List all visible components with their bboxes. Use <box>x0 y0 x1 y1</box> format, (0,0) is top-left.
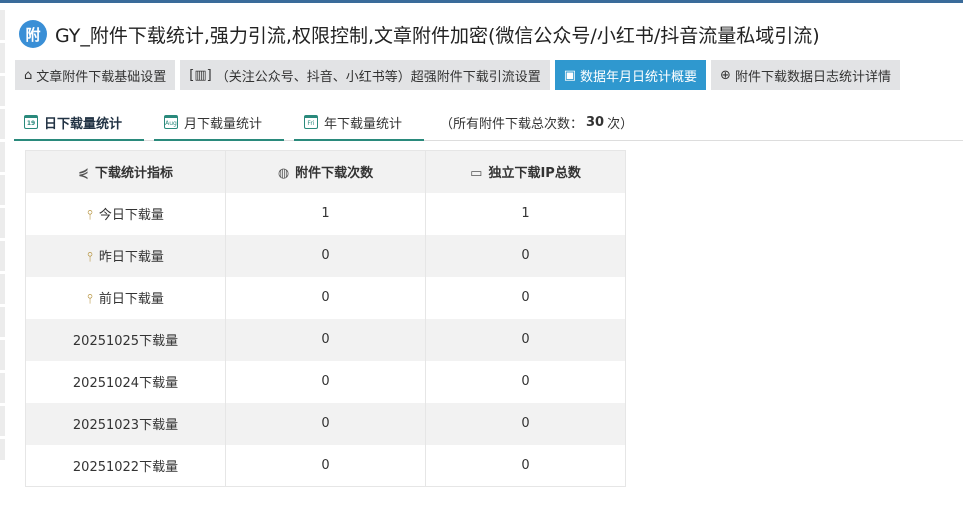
tab-daily[interactable]: 19 日下载量统计 <box>14 105 144 141</box>
calendar-year-icon: Fri <box>304 115 318 129</box>
download-count: 0 <box>321 416 330 431</box>
unique-ip-count: 0 <box>521 457 530 473</box>
tab-monthly[interactable]: Aug 月下载量统计 <box>154 105 284 141</box>
table-row: 20251022下载量 0 0 <box>25 444 626 487</box>
paperclip-icon: ⫯ <box>87 250 93 265</box>
unique-ip-count: 0 <box>521 416 530 431</box>
stats-table: ⋞ 下载统计指标 ◍ 附件下载次数 ▭ 独立下载IP总数 ⫯ 今日下载量 1 1 ⫯ 昨日下载量… <box>25 150 626 487</box>
paperclip-icon: ⫯ <box>87 292 93 307</box>
unique-ip-count: 0 <box>521 332 530 347</box>
metric-name: 20251023下载量 <box>72 418 179 433</box>
unique-ip-count: 0 <box>521 248 530 263</box>
table-row: 20251023下载量 0 0 <box>25 402 626 445</box>
share-icon: ⋞ <box>78 166 89 182</box>
nav-traffic-settings[interactable]: [▥] （关注公众号、抖音、小红书等）超强附件下载引流设置 <box>180 60 550 90</box>
calendar-day-icon: 19 <box>24 115 38 129</box>
total-downloads: （所有附件下载总次数： 30 次） <box>440 115 634 132</box>
metric-name: 前日下载量 <box>98 292 164 307</box>
page-title-text: GY_附件下载统计,强力引流,权限控制,文章附件加密(微信公众号/小红书/抖音流… <box>55 24 820 47</box>
nav-basic-settings[interactable]: ⌂ 文章附件下载基础设置 <box>15 60 176 90</box>
main-nav: ⌂ 文章附件下载基础设置 [▥] （关注公众号、抖音、小红书等）超强附件下载引流设置… <box>15 60 900 90</box>
home-icon: ⌂ <box>24 67 33 83</box>
table-row: 20251025下载量 0 0 <box>25 318 626 361</box>
table-row: ⫯ 今日下载量 1 1 <box>25 192 626 235</box>
table-header: ⋞ 下载统计指标 ◍ 附件下载次数 ▭ 独立下载IP总数 <box>25 150 626 193</box>
download-count: 0 <box>321 290 330 305</box>
download-count: 0 <box>321 332 330 347</box>
unique-ip-count: 0 <box>521 374 530 389</box>
plugin-logo: 附 <box>19 20 47 48</box>
download-count: 0 <box>321 457 330 473</box>
page-title: 附 GY_附件下载统计,强力引流,权限控制,文章附件加密(微信公众号/小红书/抖… <box>19 20 820 48</box>
download-count: 1 <box>321 206 330 221</box>
download-count: 0 <box>321 374 330 389</box>
unique-ip-count: 1 <box>521 206 530 221</box>
tab-yearly[interactable]: Fri 年下载量统计 <box>294 105 424 141</box>
paperclip-icon: ⫯ <box>87 208 93 223</box>
metric-name: 20251025下载量 <box>72 334 179 349</box>
nav-stats-overview[interactable]: ▣ 数据年月日统计概要 <box>554 60 707 90</box>
table-row: ⫯ 昨日下载量 0 0 <box>25 234 626 277</box>
unique-ip-count: 0 <box>521 290 530 305</box>
stats-tabs: 19 日下载量统计 Aug 月下载量统计 Fri 年下载量统计 （所有附件下载总次数：… <box>14 105 963 141</box>
metric-name: 今日下载量 <box>98 208 164 223</box>
download-count: 0 <box>321 248 330 263</box>
nav-log-details[interactable]: ⊕ 附件下载数据日志统计详情 <box>711 60 900 90</box>
top-bar <box>0 0 963 3</box>
monitor-icon: ▭ <box>470 166 483 182</box>
metric-name: 20251024下载量 <box>72 376 179 391</box>
metric-name: 昨日下载量 <box>98 250 164 265</box>
left-sidebar-edge <box>0 10 5 460</box>
qrcode-icon: [▥] <box>189 67 212 83</box>
calendar-icon: ▣ <box>563 67 577 83</box>
table-row: ⫯ 前日下载量 0 0 <box>25 276 626 319</box>
calendar-month-icon: Aug <box>164 115 178 129</box>
table-row: 20251024下载量 0 0 <box>25 360 626 403</box>
zoom-in-icon: ⊕ <box>720 67 731 83</box>
globe-icon: ◍ <box>277 166 290 182</box>
metric-name: 20251022下载量 <box>72 459 179 475</box>
